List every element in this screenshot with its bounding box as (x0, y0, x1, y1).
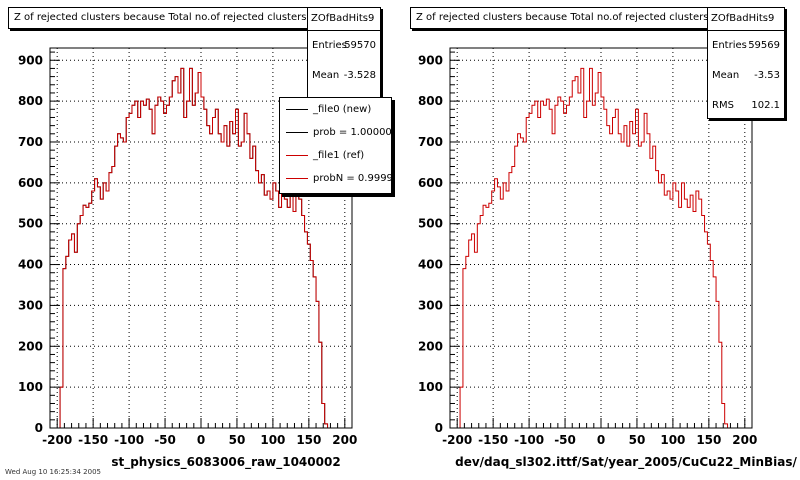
left-stats-entries-row: Entries 59570 (308, 31, 380, 61)
right-stats-box: ZOfBadHits9 Entries 59569 Mean -3.53 RMS… (707, 7, 785, 119)
x-tick-label: 0 (597, 433, 605, 447)
x-tick-label: -200 (442, 433, 472, 447)
y-tick-label: 200 (18, 339, 43, 353)
x-tick-label: -150 (78, 433, 108, 447)
y-tick-label: 500 (18, 217, 43, 231)
x-tick-label: 150 (696, 433, 721, 447)
right-stats-mean-value: -3.53 (754, 70, 780, 81)
y-tick-label: 100 (18, 380, 43, 394)
y-tick-label: 200 (418, 339, 443, 353)
x-tick-label: -50 (154, 433, 176, 447)
right-stats-rms-value: 102.1 (751, 100, 780, 111)
histogram-series-overlay (57, 67, 345, 429)
y-tick-label: 300 (18, 298, 43, 312)
left-title-box: Z of rejected clusters because Total no.… (8, 7, 313, 29)
y-tick-label: 700 (418, 135, 443, 149)
timestamp-footer: Wed Aug 10 16:25:34 2005 (5, 468, 101, 476)
right-stats-name: ZOfBadHits9 (708, 8, 784, 31)
x-axis-title: st_physics_6083006_raw_1040002 (111, 455, 340, 470)
histogram-series-primary (457, 67, 745, 429)
right-histogram-title: Z of rejected clusters because Total no.… (416, 12, 709, 23)
x-tick-label: 150 (296, 433, 321, 447)
left-histogram-panel: -200 -150 -100 -50 0 50 100 150 200 0 100 200 300 400… (18, 47, 357, 470)
legend-entry-probn: probN = 0.99999 (280, 167, 391, 190)
x-tick-label: -200 (42, 433, 72, 447)
y-tick-label: 0 (35, 421, 43, 435)
x-tick-label: 50 (629, 433, 646, 447)
x-tick-label: -100 (514, 433, 544, 447)
legend-label-probn: probN = 0.99999 (313, 173, 392, 184)
y-tick-label: 400 (18, 258, 43, 272)
legend-swatch-new (286, 109, 308, 110)
x-tick-label: 200 (732, 433, 757, 447)
left-stats-mean-label: Mean (312, 70, 340, 81)
y-tick-label: 800 (18, 94, 43, 108)
right-histogram-panel: -200 -150 -100 -50 0 50 100 150 200 0 100 200 300 400… (418, 47, 797, 470)
x-tick-label: -100 (114, 433, 144, 447)
y-tick-label: 600 (418, 176, 443, 190)
y-tick-label: 900 (18, 53, 43, 67)
right-stats-rms-label: RMS (712, 100, 734, 111)
x-axis-title: dev/daq_sl302.ittf/Sat/year_2005/CuCu22_… (455, 455, 797, 470)
y-tick-label: 600 (18, 176, 43, 190)
y-tick-label: 900 (418, 53, 443, 67)
y-tick-label: 300 (418, 298, 443, 312)
y-tick-label: 700 (18, 135, 43, 149)
x-tick-label: 200 (332, 433, 357, 447)
legend-box: _file0 (new) prob = 1.000000 _file1 (ref… (279, 97, 392, 194)
legend-swatch-probn (286, 178, 308, 179)
y-tick-label: 0 (435, 421, 443, 435)
x-tick-label: 0 (197, 433, 205, 447)
legend-swatch-prob (286, 132, 308, 133)
right-stats-rms-row: RMS 102.1 (708, 91, 784, 121)
left-stats-mean-value: -3.528 (343, 70, 376, 81)
x-tick-label: 100 (660, 433, 685, 447)
left-stats-entries-label: Entries (312, 40, 347, 51)
legend-label-new: _file0 (new) (313, 104, 372, 115)
legend-entry-new: _file0 (new) (280, 98, 391, 121)
y-tick-label: 500 (418, 217, 443, 231)
legend-entry-ref: _file1 (ref) (280, 144, 391, 167)
y-tick-label: 400 (418, 258, 443, 272)
legend-entry-prob: prob = 1.000000 (280, 121, 391, 144)
left-stats-entries-value: 59570 (344, 40, 376, 51)
right-stats-entries-row: Entries 59569 (708, 31, 784, 61)
left-histogram-title: Z of rejected clusters because Total no.… (14, 12, 307, 23)
right-stats-mean-row: Mean -3.53 (708, 61, 784, 91)
legend-label-ref: _file1 (ref) (313, 150, 365, 161)
y-tick-label: 800 (418, 94, 443, 108)
right-stats-entries-value: 59569 (748, 40, 780, 51)
x-tick-label: 100 (260, 433, 285, 447)
right-stats-entries-label: Entries (712, 40, 747, 51)
x-tick-label: -150 (478, 433, 508, 447)
right-title-box: Z of rejected clusters because Total no.… (410, 7, 715, 29)
y-tick-label: 100 (418, 380, 443, 394)
legend-swatch-ref (286, 155, 308, 156)
left-stats-name: ZOfBadHits9 (308, 8, 380, 31)
legend-label-prob: prob = 1.000000 (313, 127, 392, 138)
x-tick-label: 50 (229, 433, 246, 447)
right-stats-mean-label: Mean (712, 70, 740, 81)
x-tick-label: -50 (554, 433, 576, 447)
left-stats-mean-row: Mean -3.528 (308, 61, 380, 91)
